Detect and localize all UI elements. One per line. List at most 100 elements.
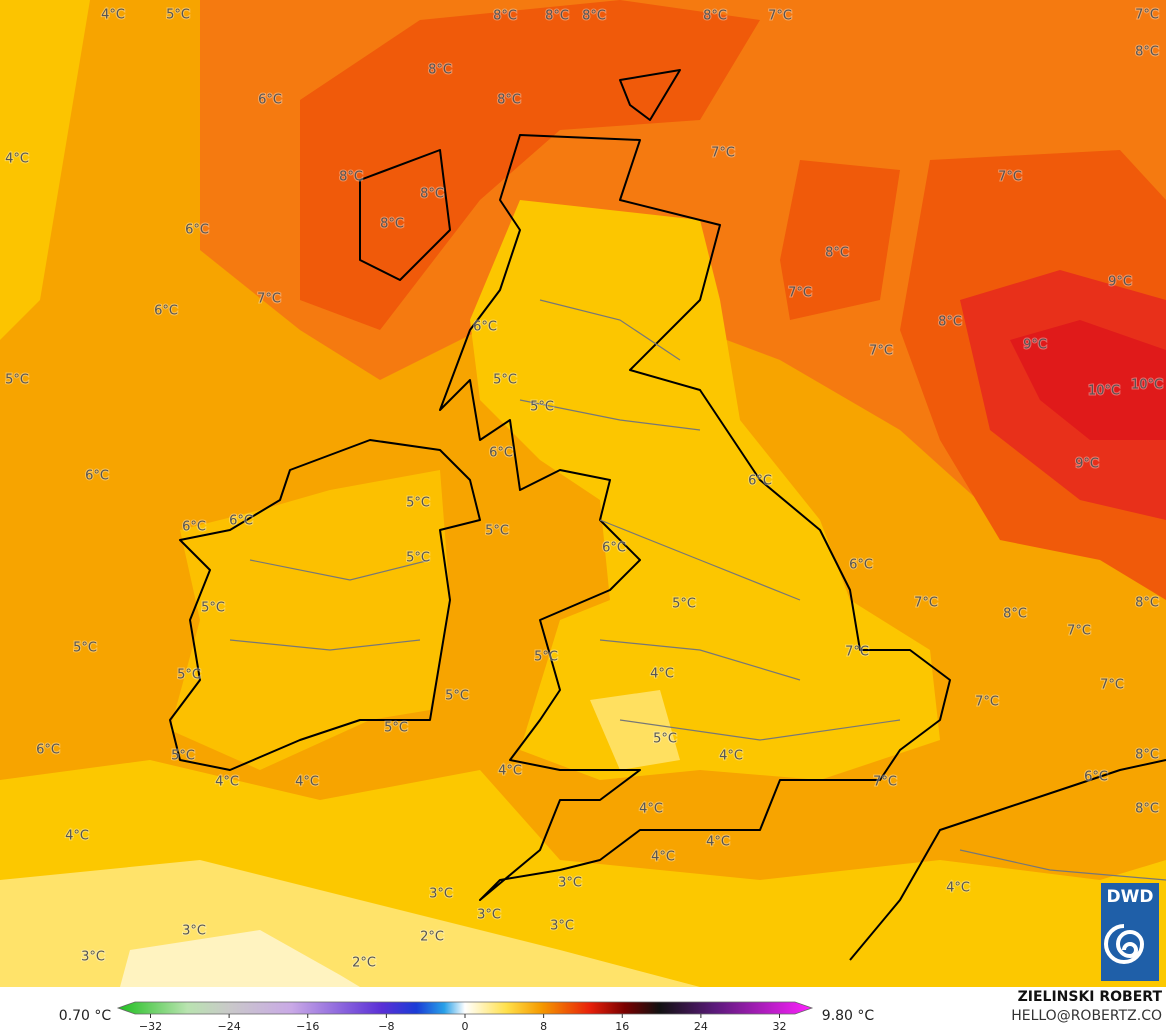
coastline xyxy=(439,134,951,901)
coastline xyxy=(619,69,681,121)
coastline xyxy=(849,759,1166,961)
colorbar-tick-label: 0 xyxy=(462,1020,469,1033)
temperature-label: 6°C xyxy=(748,474,772,489)
temperature-label: 8°C xyxy=(545,9,569,24)
temperature-label: 6°C xyxy=(849,558,873,573)
temperature-label: 8°C xyxy=(1135,45,1159,60)
temp-zone xyxy=(1010,320,1166,440)
temperature-label: 9°C xyxy=(1108,275,1132,290)
temperature-label: 4°C xyxy=(101,8,125,23)
colorbar-tick-label: 24 xyxy=(694,1020,708,1033)
temperature-label: 3°C xyxy=(550,919,574,934)
colorbar-tick-label: 8 xyxy=(540,1020,547,1033)
temperature-label: 3°C xyxy=(558,876,582,891)
temperature-label: 7°C xyxy=(914,596,938,611)
temperature-label: 8°C xyxy=(1135,802,1159,817)
temperature-label: 3°C xyxy=(477,908,501,923)
temperature-label: 10°C xyxy=(1088,384,1120,399)
temperature-label: 4°C xyxy=(946,881,970,896)
colorbar-tick-label: −8 xyxy=(378,1020,394,1033)
coastline xyxy=(359,149,451,281)
temperature-label: 5°C xyxy=(406,496,430,511)
temperature-label: 4°C xyxy=(498,764,522,779)
temperature-label: 5°C xyxy=(166,8,190,23)
credit-name: ZIELINSKI ROBERT xyxy=(1018,989,1163,1005)
temperature-label: 7°C xyxy=(998,170,1022,185)
temperature-label: 7°C xyxy=(788,286,812,301)
temperature-label: 2°C xyxy=(420,930,444,945)
temperature-label: 2°C xyxy=(352,956,376,971)
colorbar-tick-label: −24 xyxy=(218,1020,241,1033)
land-zone xyxy=(170,470,450,770)
legend-max: 9.80 °C xyxy=(822,1008,875,1024)
temperature-label: 9°C xyxy=(1023,338,1047,353)
temperature-label: 7°C xyxy=(975,695,999,710)
temperature-label: 8°C xyxy=(428,63,452,78)
temperature-label: 6°C xyxy=(473,320,497,335)
logo-swirl xyxy=(1104,924,1145,964)
temperature-label: 6°C xyxy=(185,223,209,238)
land-zone xyxy=(590,690,680,770)
temperature-label: 8°C xyxy=(420,187,444,202)
land-zone xyxy=(470,200,940,780)
temperature-label: 7°C xyxy=(768,9,792,24)
map xyxy=(0,0,1166,987)
temperature-label: 8°C xyxy=(339,170,363,185)
temperature-label: 6°C xyxy=(229,514,253,529)
temperature-label: 4°C xyxy=(65,829,89,844)
temperature-label: 5°C xyxy=(406,551,430,566)
temperature-label: 6°C xyxy=(85,469,109,484)
temperature-label: 5°C xyxy=(672,597,696,612)
region-border xyxy=(229,299,1166,881)
temperature-label: 7°C xyxy=(869,344,893,359)
temperature-label: 5°C xyxy=(534,650,558,665)
temperature-label: 8°C xyxy=(380,217,404,232)
temperature-label: 7°C xyxy=(845,645,869,660)
temperature-label: 5°C xyxy=(493,373,517,388)
temperature-label: 4°C xyxy=(719,749,743,764)
temperature-label: 5°C xyxy=(177,668,201,683)
map-labels: 4°C 5°C 8°C 8°C 8°C 8°C 7°C 7°C 8°C 8°C 8°C 6°C 4°C 7… xyxy=(4,7,1164,972)
temperature-label: 8°C xyxy=(497,93,521,108)
temp-zone xyxy=(780,160,900,320)
temperature-label: 4°C xyxy=(215,775,239,790)
temperature-label: 7°C xyxy=(257,292,281,307)
temperature-label: 4°C xyxy=(295,775,319,790)
temperature-label: 5°C xyxy=(485,524,509,539)
temperature-label: 4°C xyxy=(706,835,730,850)
temp-zone xyxy=(300,0,760,330)
colorbar-tick-label: 16 xyxy=(615,1020,629,1033)
temperature-label: 5°C xyxy=(73,641,97,656)
temperature-label: 7°C xyxy=(1100,678,1124,693)
temperature-label: 9°C xyxy=(1075,457,1099,472)
temperature-label: 5°C xyxy=(171,749,195,764)
temperature-label: 8°C xyxy=(938,315,962,330)
temperature-label: 8°C xyxy=(1003,607,1027,622)
credit-email: HELLO@ROBERTZ.CO xyxy=(1011,1008,1162,1024)
temperature-label: 4°C xyxy=(650,667,674,682)
colorbar-tick-label: −32 xyxy=(139,1020,162,1033)
temperature-label: 6°C xyxy=(602,541,626,556)
temperature-label: 8°C xyxy=(1135,596,1159,611)
colorbar-bar xyxy=(116,1001,814,1015)
colorbar: 0.70 °C 9.80 °C −32 −24 −16 −8 0 8 16 24 32 xyxy=(59,1001,875,1033)
temperature-label: 7°C xyxy=(711,146,735,161)
temperature-label: 3°C xyxy=(81,950,105,965)
temperature-label: 3°C xyxy=(429,887,453,902)
temperature-label: 5°C xyxy=(384,721,408,736)
temperature-label: 5°C xyxy=(445,689,469,704)
temperature-label: 6°C xyxy=(154,304,178,319)
temperature-label: 5°C xyxy=(201,601,225,616)
temperature-label: 10°C xyxy=(1131,378,1163,393)
temperature-label: 5°C xyxy=(530,400,554,415)
temperature-label: 4°C xyxy=(5,152,29,167)
temperature-label: 8°C xyxy=(825,246,849,261)
temperature-label: 5°C xyxy=(5,373,29,388)
temperature-label: 4°C xyxy=(639,802,663,817)
temperature-label: 5°C xyxy=(653,732,677,747)
dwd-logo: DWD xyxy=(1101,883,1159,981)
legend-min: 0.70 °C xyxy=(59,1008,112,1024)
temperature-label: 8°C xyxy=(1135,748,1159,763)
temperature-label: 6°C xyxy=(258,93,282,108)
